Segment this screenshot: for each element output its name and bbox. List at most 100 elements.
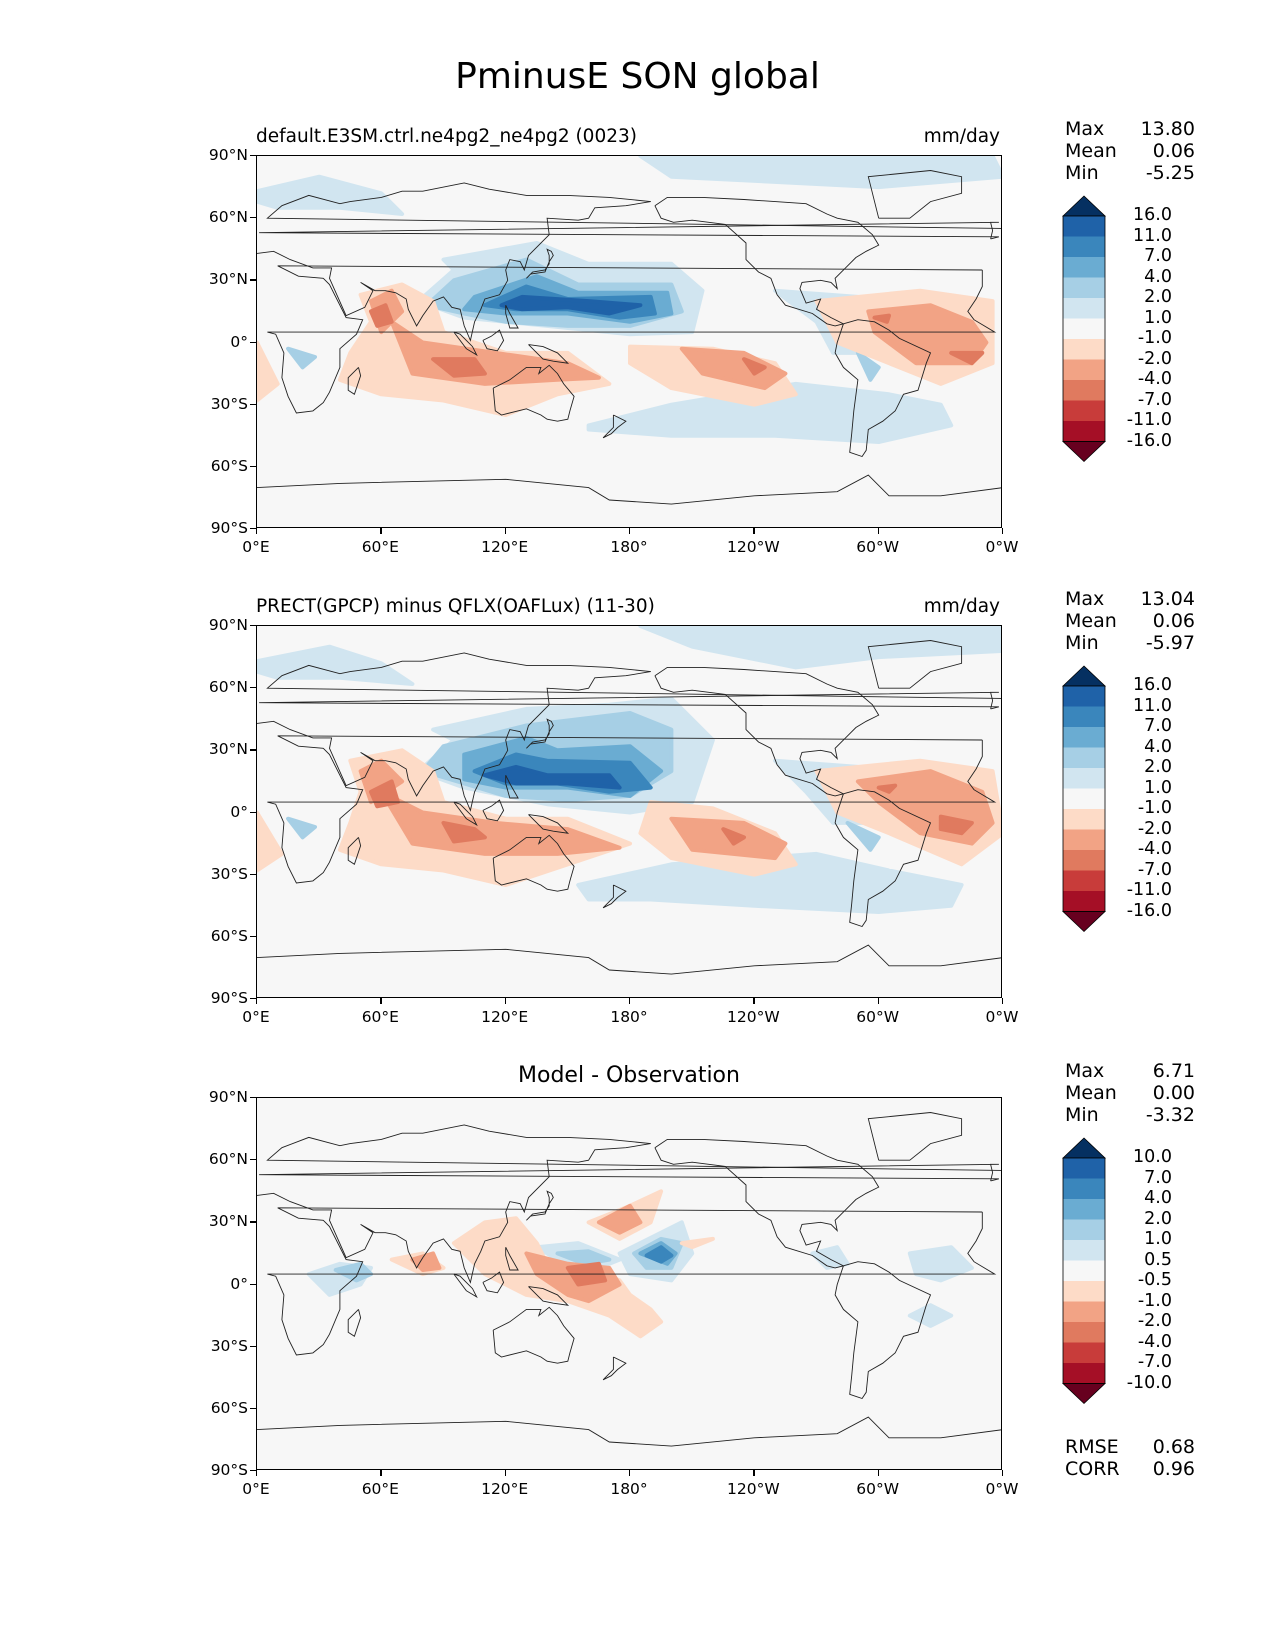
colorbar-label: -2.0 (1137, 348, 1172, 369)
colorbar-extend-max (1062, 1137, 1106, 1159)
lat-tick-label: 90°N (208, 146, 248, 164)
coastline (267, 1207, 997, 1356)
lat-tick (250, 687, 256, 689)
lon-tick (753, 528, 755, 534)
stat-label: RMSE (1065, 1436, 1119, 1458)
lon-tick-label: 120°E (481, 538, 529, 556)
stat-label: Max (1065, 118, 1105, 140)
colorbar-extend-max (1062, 195, 1106, 217)
colorbar-label: -4.0 (1137, 369, 1172, 389)
lat-tick (250, 811, 256, 813)
colorbar-segment (1063, 257, 1105, 278)
lat-tick (250, 1283, 256, 1285)
stat-value: 0.06 (1152, 140, 1195, 162)
coastline (654, 196, 880, 327)
colorbar-segment (1063, 870, 1105, 892)
colorbar-segment (1063, 380, 1105, 401)
colorbar (1062, 195, 1106, 467)
coastline (834, 789, 932, 928)
lat-tick-label: 60°S (210, 926, 248, 945)
coastline (602, 414, 627, 439)
lon-tick (629, 998, 631, 1004)
contour-fill-region (949, 350, 985, 366)
colorbar-label: -4.0 (1137, 839, 1172, 859)
lon-tick-label: 120°E (481, 1008, 529, 1026)
lon-tick (877, 998, 879, 1004)
coastline (257, 1416, 1001, 1447)
lon-tick (1002, 1470, 1004, 1476)
error-stats: RMSE 0.68 CORR 0.96 (1065, 1436, 1195, 1480)
coastline (526, 1190, 554, 1221)
colorbar-label: -7.0 (1137, 1352, 1172, 1372)
summary-stats: Max 6.71 Mean 0.00 Min -3.32 (1065, 1060, 1195, 1126)
colorbar-label: -11.0 (1126, 410, 1172, 430)
colorbar-extend-min (1062, 911, 1106, 933)
lat-tick (250, 403, 256, 405)
coastline (453, 331, 478, 357)
colorbar-segment (1063, 359, 1105, 381)
colorbar-segment (1063, 1363, 1105, 1384)
colorbar-label: 1.0 (1144, 1229, 1172, 1249)
coastline (492, 1306, 575, 1364)
colorbar-label: -4.0 (1137, 1331, 1172, 1352)
coastline (266, 652, 1001, 699)
lon-tick (504, 1470, 506, 1476)
coastline (257, 944, 1001, 975)
colorbar-label: 16.0 (1133, 205, 1172, 225)
colorbar-label: 2.0 (1144, 287, 1172, 307)
lat-tick (250, 998, 256, 1000)
colorbar-label: -1.0 (1137, 1290, 1172, 1311)
lat-tick (250, 1345, 256, 1347)
stat-value: 0.00 (1152, 1082, 1195, 1104)
lat-tick-label: 0° (230, 332, 248, 351)
lon-tick-label: 120°E (481, 1480, 529, 1498)
lon-tick (504, 998, 506, 1004)
lon-tick (380, 998, 382, 1004)
stat-value: -5.25 (1145, 162, 1195, 184)
colorbar-label: 4.0 (1144, 736, 1172, 757)
lat-tick-label: 0° (230, 802, 248, 821)
coastline (257, 1143, 651, 1284)
colorbar-segment (1063, 277, 1105, 299)
lon-tick-label: 120°W (726, 1480, 780, 1498)
lon-tick-label: 0°E (242, 1480, 270, 1498)
stat-value: 13.80 (1140, 118, 1195, 140)
lon-tick (753, 1470, 755, 1476)
lat-tick (250, 1159, 256, 1161)
contour-fill-region (499, 294, 643, 316)
map-svg (257, 1098, 1001, 1469)
colorbar-extend-min (1062, 1383, 1106, 1405)
coastline (867, 1112, 963, 1161)
coastline (482, 1271, 505, 1294)
stat-label: Max (1065, 588, 1105, 610)
colorbar-label: 2.0 (1144, 757, 1172, 777)
contour-fill-region (257, 174, 405, 216)
coastline (528, 344, 570, 364)
lon-tick (256, 528, 258, 534)
colorbar-segment (1063, 1158, 1105, 1179)
contour-fill-region (638, 626, 1001, 670)
contour-fill-region (431, 357, 487, 378)
lat-tick-label: 90°N (208, 1088, 248, 1106)
colorbar-label: -10.0 (1126, 1372, 1172, 1393)
contour-fill-region (441, 820, 487, 844)
stat-label: Mean (1065, 1082, 1117, 1104)
colorbar-segment (1063, 1219, 1105, 1241)
coastline (259, 221, 1000, 240)
contour-fill-region (555, 1249, 612, 1266)
lon-tick (753, 998, 755, 1004)
coastline (257, 474, 1001, 505)
coastline (528, 814, 570, 834)
lat-tick-label: 30°N (208, 270, 248, 289)
contour-fill-region (907, 1303, 954, 1328)
lat-tick (250, 465, 256, 468)
colorbar-segment (1063, 421, 1105, 442)
stat-value: 13.04 (1140, 588, 1195, 610)
stat-row: Max 13.04 (1065, 588, 1195, 610)
coastline (526, 248, 554, 279)
coastline (867, 640, 963, 689)
contour-fill-region (638, 156, 1001, 190)
colorbar-segment (1063, 850, 1105, 871)
stat-row: Min -5.25 (1065, 162, 1195, 184)
colorbar-extend-max (1062, 665, 1106, 687)
